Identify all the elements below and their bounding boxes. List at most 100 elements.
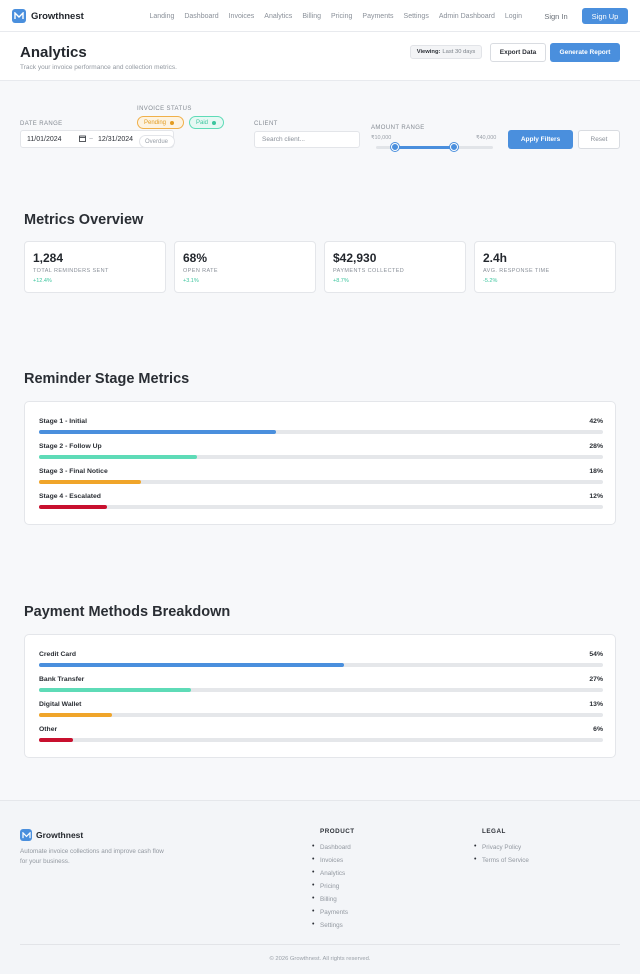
footer-link-analytics[interactable]: Analytics [312, 869, 345, 877]
progress-fill [39, 505, 107, 509]
status-chip-label: Overdue [145, 138, 169, 145]
progress-fill [39, 738, 73, 742]
progress-track [39, 688, 603, 692]
client-label: CLIENT [254, 121, 278, 127]
status-dot-icon [170, 120, 175, 125]
date-end[interactable]: 12/31/2024 [98, 136, 134, 143]
footer-brand[interactable]: Growthnest [20, 829, 83, 841]
progress-fill [39, 663, 344, 667]
status-chip-overdue[interactable]: Overdue [139, 135, 175, 148]
amount-max-label: ₹40,000 [476, 135, 497, 141]
metric-value: 1,284 [33, 251, 64, 265]
stage-row: Stage 3 - Final Notice 18% [39, 468, 603, 488]
metric-label: TOTAL REMINDERS SENT [33, 268, 109, 274]
nav-link-login[interactable]: Login [504, 12, 522, 20]
nav-link-dashboard[interactable]: Dashboard [184, 12, 219, 20]
nav-link-invoices[interactable]: Invoices [228, 12, 255, 20]
payment-method-name: Digital Wallet [39, 701, 82, 708]
footer-link-dashboard[interactable]: Dashboard [312, 843, 351, 851]
reset-button[interactable]: Reset [578, 130, 620, 149]
calendar-icon[interactable] [79, 135, 86, 144]
logo-icon [20, 829, 32, 841]
status-chip-label: Pending [144, 119, 167, 126]
metric-card: 68% OPEN RATE +3.1% [174, 241, 316, 293]
date-range-label: DATE RANGE [20, 121, 63, 127]
payment-methods-panel: Credit Card 54% Bank Transfer 27% Digita… [24, 634, 616, 758]
metric-trend: +12.4% [33, 278, 52, 284]
stage-percent: 28% [589, 443, 603, 450]
nav-link-landing[interactable]: Landing [149, 12, 175, 20]
stage-name: Stage 4 - Escalated [39, 493, 101, 500]
viewing-label: Viewing: [416, 49, 441, 55]
footer-link-invoices[interactable]: Invoices [312, 856, 343, 864]
progress-fill [39, 455, 197, 459]
status-chip-label: Paid [196, 119, 209, 126]
progress-track [39, 480, 603, 484]
client-search-input[interactable]: Search client... [254, 131, 360, 148]
footer-divider [20, 944, 620, 945]
nav-link-billing[interactable]: Billing [302, 12, 321, 20]
nav-link-admin-dashboard[interactable]: Admin Dashboard [438, 12, 495, 20]
amount-min-label: ₹10,000 [371, 135, 392, 141]
metric-card: 1,284 TOTAL REMINDERS SENT +12.4% [24, 241, 166, 293]
amount-min-handle[interactable] [391, 143, 399, 151]
amount-slider-fill [395, 146, 454, 149]
status-dot-icon [212, 120, 217, 125]
metric-value: $42,930 [333, 251, 377, 265]
progress-track [39, 713, 603, 717]
payment-method-name: Other [39, 726, 58, 733]
metric-value: 68% [183, 251, 208, 265]
amount-max-handle[interactable] [450, 143, 458, 151]
payment-method-percent: 13% [589, 701, 603, 708]
metric-value: 2.4h [483, 251, 508, 265]
export-data-button[interactable]: Export Data [490, 43, 546, 62]
nav-link-payments[interactable]: Payments [362, 12, 394, 20]
nav-link-pricing[interactable]: Pricing [331, 12, 353, 20]
metric-trend: -5.2% [483, 278, 498, 284]
metric-card: 2.4h AVG. RESPONSE TIME -5.2% [474, 241, 616, 293]
progress-fill [39, 713, 113, 717]
date-range-input[interactable]: 11/01/2024 ~ 12/31/2024 [20, 130, 174, 148]
footer-link-privacy-policy[interactable]: Privacy Policy [474, 843, 521, 851]
metric-label: PAYMENTS COLLECTED [333, 268, 405, 274]
status-chip-pending[interactable]: Pending [137, 116, 184, 129]
nav-link-analytics[interactable]: Analytics [264, 12, 293, 20]
brand[interactable]: Growthnest [12, 8, 84, 24]
invoice-status-label: INVOICE STATUS [137, 106, 192, 112]
sign-in-button[interactable]: Sign In [544, 11, 568, 21]
footer-product-heading: PRODUCT [320, 828, 355, 835]
date-start[interactable]: 11/01/2024 [27, 136, 62, 143]
progress-fill [39, 430, 276, 434]
sign-up-button[interactable]: Sign Up [582, 8, 628, 24]
nav-links: Landing Dashboard Invoices Analytics Bil… [149, 0, 522, 32]
payment-method-name: Bank Transfer [39, 676, 85, 683]
status-chip-paid[interactable]: Paid [189, 116, 224, 129]
viewing-value: Last 30 days [442, 49, 476, 55]
stage-percent: 18% [589, 468, 603, 475]
footer-link-payments[interactable]: Payments [312, 908, 348, 916]
apply-filters-button[interactable]: Apply Filters [508, 130, 573, 149]
reminder-stage-panel: Stage 1 - Initial 42% Stage 2 - Follow U… [24, 401, 616, 525]
payment-method-percent: 6% [593, 726, 603, 733]
footer-link-pricing[interactable]: Pricing [312, 882, 339, 890]
logo-icon [12, 9, 26, 23]
progress-track [39, 455, 603, 459]
date-separator: ~ [89, 136, 94, 143]
metric-trend: +3.1% [183, 278, 199, 284]
generate-report-button[interactable]: Generate Report [550, 43, 620, 62]
progress-track [39, 663, 603, 667]
stage-name: Stage 1 - Initial [39, 418, 87, 425]
stage-name: Stage 2 - Follow Up [39, 443, 102, 450]
payment-row: Digital Wallet 13% [39, 701, 603, 721]
footer-link-billing[interactable]: Billing [312, 895, 337, 903]
nav-link-settings[interactable]: Settings [403, 12, 429, 20]
payment-method-name: Credit Card [39, 651, 77, 658]
footer-link-settings[interactable]: Settings [312, 921, 343, 929]
payment-row: Credit Card 54% [39, 651, 603, 671]
page-subtitle: Track your invoice performance and colle… [20, 64, 177, 71]
metric-label: OPEN RATE [183, 268, 218, 274]
progress-track [39, 505, 603, 509]
page-header: Analytics Track your invoice performance… [0, 32, 640, 81]
footer-link-terms-of-service[interactable]: Terms of Service [474, 856, 529, 864]
payment-method-percent: 27% [589, 676, 603, 683]
